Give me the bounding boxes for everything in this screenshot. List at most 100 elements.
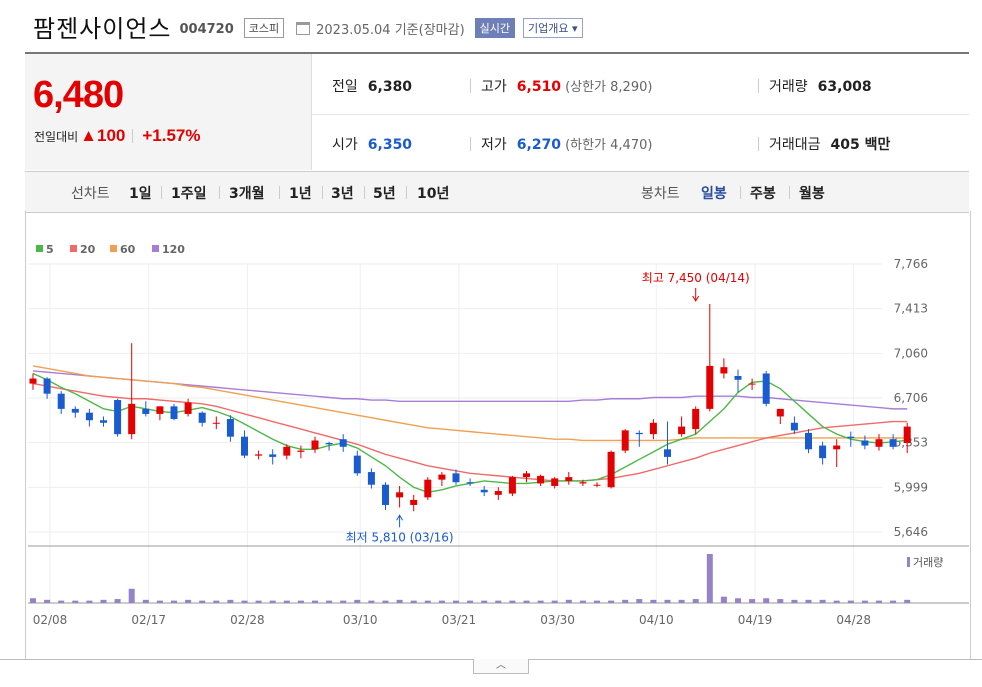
volume-bar (904, 599, 911, 603)
candle-body (452, 473, 460, 483)
candle-body (367, 472, 375, 485)
stock-code: 004720 (179, 21, 234, 37)
candle-body (198, 412, 206, 423)
candle-body (678, 426, 686, 435)
toolbar-divider (740, 186, 741, 199)
volume-bar (86, 600, 93, 603)
candle-body (875, 439, 883, 447)
y-tick-label: 7,413 (894, 302, 928, 316)
volume-bar (30, 598, 36, 603)
company-overview-dropdown[interactable]: 기업개요 ▾ (523, 18, 583, 38)
stat-label: 거래량 (769, 79, 808, 95)
stat-label: 저가 (481, 137, 507, 153)
max-price-annotation: 최고 7,450 (04/14) (642, 271, 750, 285)
volume-bar (833, 600, 840, 603)
x-tick-label: 03/21 (442, 613, 477, 627)
volume-bar (227, 599, 234, 603)
candle-body (156, 406, 164, 414)
upper-limit: (상한가 8,290) (565, 80, 653, 95)
period-1y[interactable]: 1년 (289, 186, 312, 202)
volume-bar (678, 599, 685, 603)
candle-daily[interactable]: 일봉 (701, 186, 727, 202)
candle-weekly[interactable]: 주봉 (750, 186, 776, 202)
volume-bar (819, 599, 826, 603)
candle-body (494, 491, 502, 495)
candle-body (466, 482, 474, 484)
volume-bar (312, 600, 318, 603)
toolbar-divider (161, 186, 162, 199)
candle-body (621, 430, 629, 451)
period-5y[interactable]: 5년 (373, 186, 396, 202)
volume-bar (749, 599, 756, 603)
period-1w[interactable]: 1주일 (171, 186, 207, 202)
volume-bar (185, 599, 192, 603)
candle-body (410, 499, 418, 505)
min-price-annotation: 최저 5,810 (03/16) (346, 530, 454, 544)
period-1d[interactable]: 1일 (129, 186, 152, 202)
realtime-button[interactable]: 실시간 (474, 18, 516, 38)
candle-body (805, 432, 812, 450)
change-percent: +1.57% (142, 126, 201, 145)
quote-stats: 전일 6,380 고가 6,510 (상한가 8,290) 거래량 63,008… (312, 54, 969, 170)
legend-swatch (36, 245, 43, 252)
candle-body (776, 408, 784, 417)
period-10y[interactable]: 10년 (417, 186, 450, 202)
stock-header: 팜젠사이언스 004720 코스피 2023.05.04 기준(장마감) 실시간… (33, 8, 583, 44)
candle-monthly[interactable]: 월봉 (799, 186, 825, 202)
change-label: 전일대비 (34, 129, 79, 144)
toolbar-divider (322, 186, 323, 199)
change-divider (132, 129, 134, 143)
max-arrow-head (692, 295, 700, 302)
collapse-chart-button[interactable]: ︿ (473, 659, 529, 674)
candles (29, 303, 911, 512)
candle-body (565, 477, 573, 481)
volume-bar (128, 588, 135, 603)
candle-body (508, 477, 516, 494)
candle-body (382, 484, 389, 505)
x-axis-labels: 02/08 02/17 02/28 03/10 03/21 03/30 04/10 04/19… (33, 613, 871, 627)
candle-body (424, 479, 432, 498)
stat-high: 고가 6,510 (상한가 8,290) (470, 76, 652, 96)
volume-bars: 거래량 (30, 554, 943, 603)
legend-swatch (70, 245, 77, 252)
ma20-line (32, 382, 908, 482)
volume-bar (861, 600, 868, 603)
stat-value: 63,008 (817, 79, 872, 95)
candle-body (903, 426, 911, 444)
candle-body (819, 445, 827, 459)
period-3y[interactable]: 3년 (331, 186, 354, 202)
candle-body (212, 422, 220, 424)
volume-bar (382, 600, 389, 603)
stat-value: 6,270 (516, 137, 562, 153)
candle-body (29, 378, 37, 384)
volume-bar (565, 599, 572, 603)
market-badge: 코스피 (243, 18, 285, 38)
candle-body (635, 432, 643, 435)
volume-bar (297, 600, 304, 603)
candle-body (142, 408, 150, 414)
toolbar-divider (219, 186, 220, 199)
chart-toolbar: 선차트 1일 1주일 3개월 1년 3년 5년 10년 봉차트 일봉 주봉 월봉 (25, 171, 969, 213)
volume-bar (114, 599, 121, 603)
chart-grid (28, 263, 969, 604)
candle-body (551, 478, 559, 486)
volume-bar (551, 600, 558, 603)
candle-body (71, 408, 79, 413)
volume-bar (706, 554, 713, 603)
candlestick-chart[interactable]: 5 20 60 120 7,766 7,413 7,060 6,706 6,353 5,999 5… (0, 0, 982, 660)
volume-bar (410, 600, 417, 603)
candle-body (649, 422, 657, 435)
volume-bar (142, 599, 149, 603)
current-price: 6,480 (33, 74, 124, 116)
stat-divider (758, 79, 759, 93)
candle-body (537, 475, 545, 484)
stat-amount: 거래대금 405 백만 (758, 134, 890, 154)
volume-legend-label: 거래량 (913, 556, 943, 569)
candle-body (523, 473, 530, 478)
period-3m[interactable]: 3개월 (229, 186, 265, 202)
volume-bar (269, 600, 276, 603)
volume-bar (72, 600, 79, 603)
candle-body (100, 420, 107, 423)
ma60-line (32, 365, 908, 442)
volume-bar (354, 599, 361, 603)
